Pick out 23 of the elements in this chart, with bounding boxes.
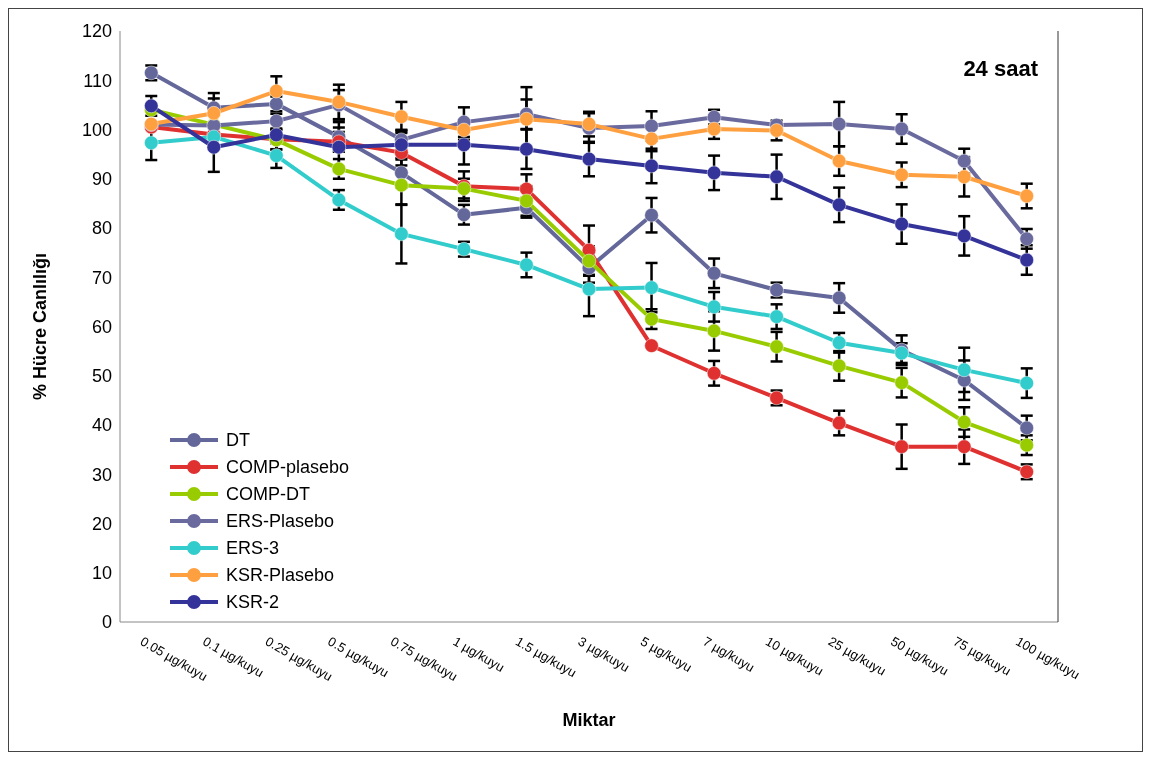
y-tick-label: 110 — [83, 70, 112, 91]
y-tick-label: 0 — [101, 612, 112, 633]
y-tick-label: 20 — [91, 513, 112, 534]
y-tick-label: 30 — [91, 464, 112, 485]
legend-label: KSR-2 — [226, 592, 280, 613]
y-tick-label: 10 — [91, 563, 112, 584]
legend-label: KSR-Plasebo — [226, 565, 335, 586]
y-tick-label: 120 — [81, 21, 112, 42]
annotation: 24 saat — [963, 56, 1039, 81]
legend-label: ERS-3 — [226, 538, 280, 559]
legend-label: COMP-DT — [226, 484, 310, 505]
legend-label: COMP-plasebo — [226, 457, 350, 478]
legend-label: ERS-Plasebo — [226, 511, 335, 532]
y-tick-label: 60 — [91, 316, 112, 337]
y-tick-label: 100 — [81, 119, 112, 140]
y-tick-label: 50 — [91, 366, 112, 387]
y-tick-label: 40 — [91, 415, 112, 436]
x-axis-title: Miktar — [562, 710, 616, 730]
y-tick-label: 80 — [91, 218, 112, 239]
legend-label: DT — [226, 430, 250, 451]
y-tick-label: 70 — [91, 267, 112, 288]
y-tick-label: 90 — [91, 169, 112, 190]
y-axis-title: % Hücre Canlılığı — [30, 252, 50, 401]
